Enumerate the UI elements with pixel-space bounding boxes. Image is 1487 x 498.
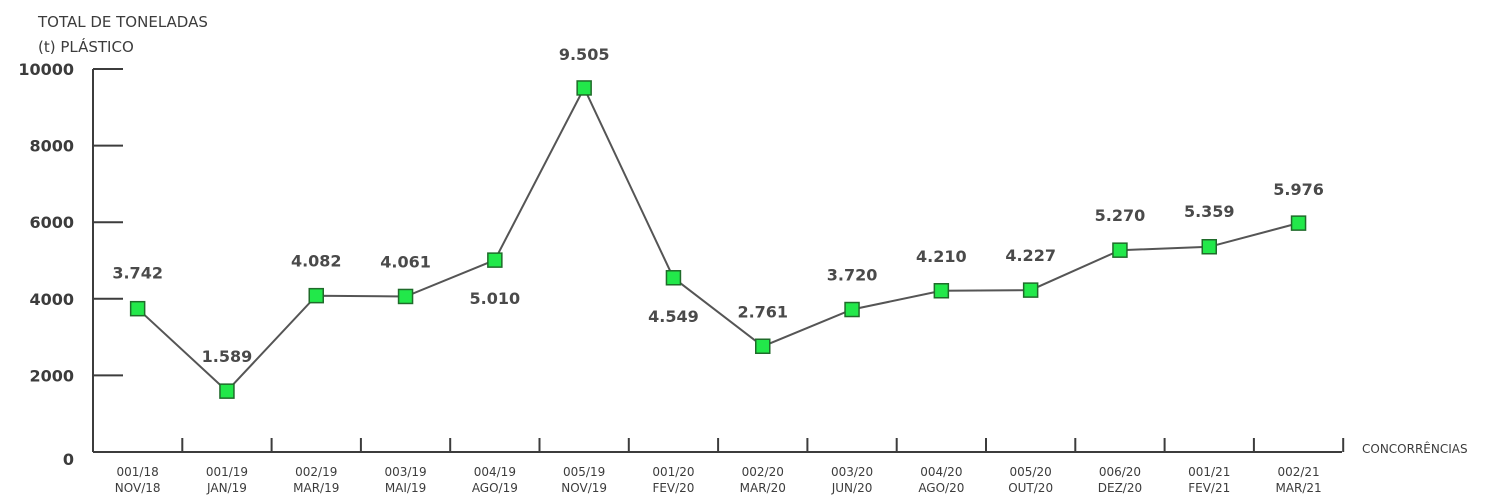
series-tonnage xyxy=(138,88,1299,391)
data-label: 2.761 xyxy=(737,302,788,321)
data-label: 9.505 xyxy=(559,45,610,64)
x-tick-label: MAR/21 xyxy=(1275,481,1321,495)
x-tick-label: FEV/21 xyxy=(1188,481,1230,495)
data-label: 4.210 xyxy=(916,247,967,266)
data-point-marker xyxy=(399,289,413,303)
x-tick-label: OUT/20 xyxy=(1008,481,1053,495)
data-point-marker xyxy=(756,339,770,353)
data-point-marker xyxy=(577,81,591,95)
y-tick-label: 4000 xyxy=(29,290,74,309)
data-markers xyxy=(131,81,1306,398)
y-axis-title-line-1: TOTAL DE TONELADAS xyxy=(37,13,208,31)
data-point-marker xyxy=(934,284,948,298)
x-tick-label: JAN/19 xyxy=(206,481,247,495)
x-tick-label: 003/19 xyxy=(384,465,426,479)
data-label: 3.720 xyxy=(827,266,878,285)
x-tick-label: MAI/19 xyxy=(385,481,426,495)
data-label: 5.010 xyxy=(470,289,521,308)
data-point-marker xyxy=(1024,283,1038,297)
data-label: 5.976 xyxy=(1273,180,1324,199)
x-tick-label: 003/20 xyxy=(831,465,873,479)
x-tick-label: 004/19 xyxy=(474,465,516,479)
x-tick-label: 006/20 xyxy=(1099,465,1141,479)
data-point-marker xyxy=(1292,216,1306,230)
data-point-marker xyxy=(309,289,323,303)
x-tick-label: 001/20 xyxy=(652,465,694,479)
data-label: 4.227 xyxy=(1005,246,1056,265)
x-tick-label: 002/20 xyxy=(742,465,784,479)
y-tick-label: 10000 xyxy=(18,60,74,79)
data-label: 1.589 xyxy=(202,347,253,366)
y-tick-label: 0 xyxy=(63,450,74,469)
axes xyxy=(93,69,1342,452)
x-tick-label: 002/19 xyxy=(295,465,337,479)
data-label: 4.082 xyxy=(291,252,342,271)
x-tick-label: MAR/19 xyxy=(293,481,339,495)
data-label: 5.270 xyxy=(1095,206,1146,225)
x-tick-label: AGO/20 xyxy=(918,481,964,495)
x-tick-label: 002/21 xyxy=(1277,465,1319,479)
x-tick-label: DEZ/20 xyxy=(1098,481,1142,495)
x-tick-label: 001/18 xyxy=(117,465,159,479)
data-point-marker xyxy=(1202,240,1216,254)
y-tick-label: 2000 xyxy=(29,366,74,385)
data-point-marker xyxy=(220,384,234,398)
x-tick-label: 001/19 xyxy=(206,465,248,479)
data-point-marker xyxy=(131,302,145,316)
x-tick-label: NOV/18 xyxy=(115,481,161,495)
data-label: 3.742 xyxy=(112,264,163,283)
x-tick-label: JUN/20 xyxy=(831,481,873,495)
data-label: 4.549 xyxy=(648,307,699,326)
data-point-marker xyxy=(488,253,502,267)
data-point-marker xyxy=(666,271,680,285)
x-tick-label: NOV/19 xyxy=(561,481,607,495)
data-label: 4.061 xyxy=(380,252,431,271)
x-tick-label: 005/20 xyxy=(1010,465,1052,479)
x-tick-label: AGO/19 xyxy=(472,481,518,495)
y-tick-label: 6000 xyxy=(29,213,74,232)
x-tick-label: MAR/20 xyxy=(740,481,786,495)
x-tick-label: FEV/20 xyxy=(652,481,694,495)
x-ticks: 001/18 NOV/18 001/19 JAN/19 002/19 MAR/19 003/… xyxy=(115,438,1343,495)
series-line xyxy=(138,88,1299,391)
x-tick-label: 004/20 xyxy=(920,465,962,479)
data-point-marker xyxy=(845,303,859,317)
x-axis-title: CONCORRÊNCIAS xyxy=(1362,441,1468,456)
x-tick-label: 005/19 xyxy=(563,465,605,479)
x-tick-label: 001/21 xyxy=(1188,465,1230,479)
data-point-marker xyxy=(1113,243,1127,257)
y-axis-title-line-2: (t) PLÁSTICO xyxy=(38,37,134,56)
data-label: 5.359 xyxy=(1184,202,1235,221)
y-tick-label: 8000 xyxy=(29,137,74,156)
y-ticks: 0 2000 4000 6000 8000 10000 xyxy=(18,60,123,469)
